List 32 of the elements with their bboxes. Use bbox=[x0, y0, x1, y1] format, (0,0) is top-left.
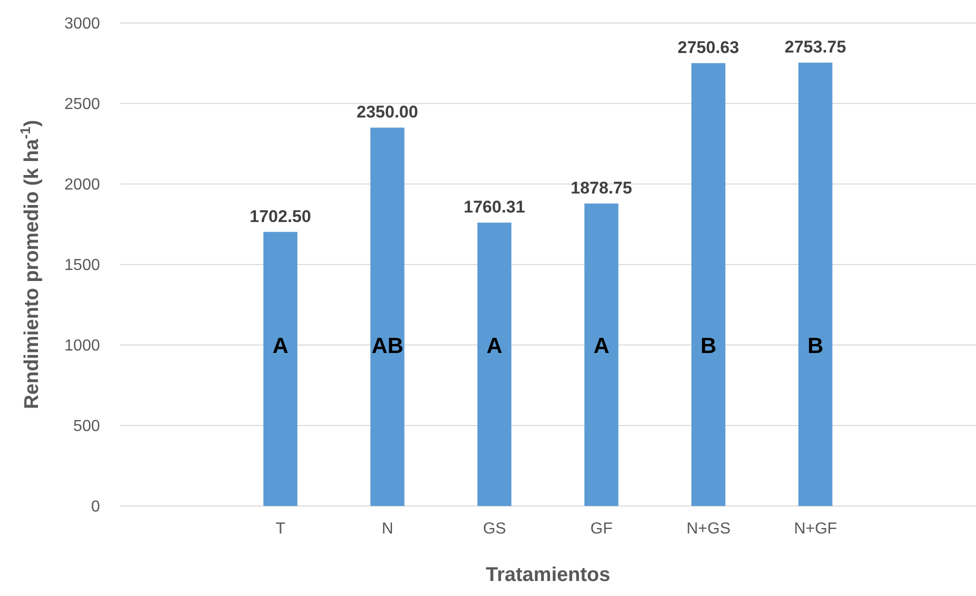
bar bbox=[798, 62, 832, 506]
y-tick-label: 2500 bbox=[64, 96, 100, 114]
x-tick-label: GS bbox=[482, 520, 506, 538]
bar bbox=[263, 232, 298, 506]
x-tick-label: GF bbox=[590, 520, 613, 538]
x-tick-label: T bbox=[276, 520, 286, 538]
data-label: 2750.63 bbox=[678, 38, 740, 58]
annotation: B bbox=[700, 332, 716, 358]
data-label: 1702.50 bbox=[250, 206, 312, 226]
y-tick-label: 1000 bbox=[64, 338, 100, 355]
data-label: 1760.31 bbox=[464, 198, 526, 217]
annotation: A bbox=[486, 332, 503, 358]
data-label: 2350.00 bbox=[356, 102, 418, 122]
bar bbox=[691, 63, 726, 506]
annotation: AB bbox=[372, 332, 404, 358]
bar bbox=[370, 128, 404, 506]
annotation: A bbox=[594, 332, 610, 358]
bar bbox=[477, 222, 512, 506]
y-tick-label: 3000 bbox=[64, 16, 100, 33]
y-tick-label: 2000 bbox=[64, 176, 100, 194]
x-tick-label: N bbox=[382, 520, 394, 538]
y-tick-label: 500 bbox=[73, 418, 100, 436]
x-tick-label: N+GF bbox=[794, 520, 838, 538]
y-tick-label: 0 bbox=[91, 498, 100, 516]
bar bbox=[584, 204, 618, 506]
annotation: B bbox=[808, 332, 824, 358]
data-label: 2753.75 bbox=[784, 38, 846, 57]
x-axis-title: Tratamientos bbox=[486, 564, 610, 586]
x-tick-label: N+GS bbox=[686, 520, 731, 538]
y-tick-label: 1500 bbox=[64, 257, 100, 274]
data-label: 1878.75 bbox=[570, 178, 632, 198]
annotation: A bbox=[272, 332, 289, 358]
